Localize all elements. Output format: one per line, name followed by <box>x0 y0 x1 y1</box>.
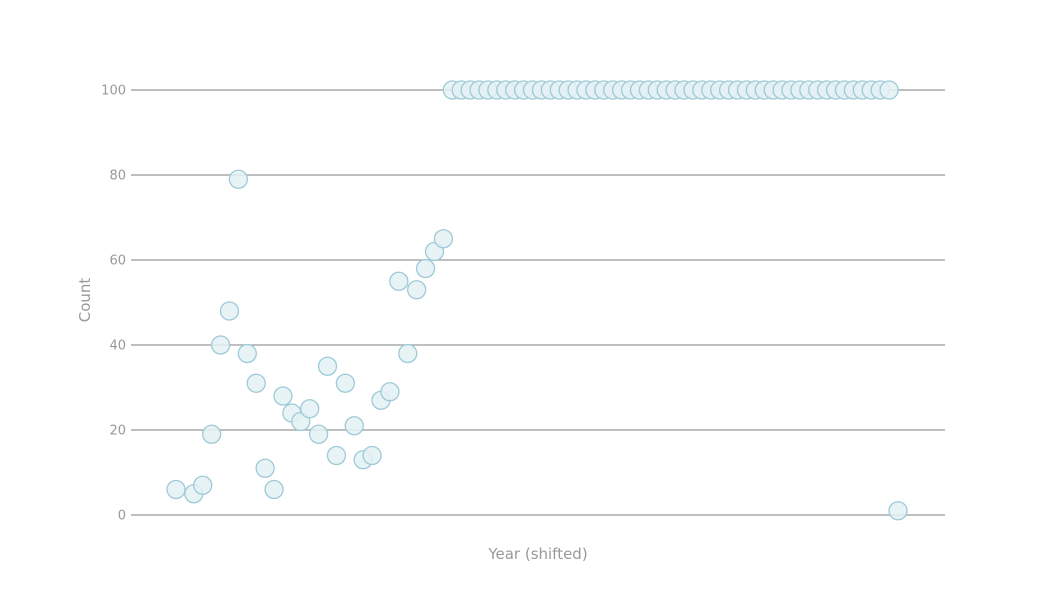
y-tick-label: 20 <box>109 424 126 439</box>
data-point <box>415 258 436 279</box>
y-tick-label: 60 <box>109 254 126 269</box>
y-axis-title: Count <box>76 278 94 323</box>
data-point <box>246 373 266 393</box>
data-point <box>407 280 427 300</box>
data-point <box>210 335 231 355</box>
data-point <box>380 382 400 402</box>
y-tick-label: 0 <box>118 509 126 524</box>
data-point <box>264 479 284 500</box>
data-point <box>300 399 320 419</box>
data-point <box>362 445 382 466</box>
gridlines <box>131 89 945 516</box>
x-axis-title: Year (shifted) <box>487 545 587 563</box>
y-tick-label: 40 <box>109 339 126 354</box>
data-point <box>166 479 186 500</box>
data-point <box>879 80 899 100</box>
data-point <box>335 373 356 393</box>
data-point <box>389 271 409 291</box>
data-point <box>344 416 364 436</box>
data-points <box>166 80 908 521</box>
y-tick-label: 80 <box>109 169 126 184</box>
data-point <box>888 501 908 521</box>
data-point <box>255 458 275 478</box>
data-point <box>308 424 329 444</box>
data-point <box>219 301 240 321</box>
y-tick-label: 100 <box>101 84 126 99</box>
data-point <box>273 386 293 406</box>
data-point <box>228 169 249 189</box>
data-point <box>398 343 418 364</box>
data-point <box>202 424 222 444</box>
y-axis-ticks: 0 20 40 60 80 100 <box>101 84 126 524</box>
data-point <box>237 343 257 364</box>
data-point <box>433 229 454 249</box>
data-point <box>193 475 213 495</box>
data-point <box>326 445 347 466</box>
data-point <box>317 356 338 376</box>
